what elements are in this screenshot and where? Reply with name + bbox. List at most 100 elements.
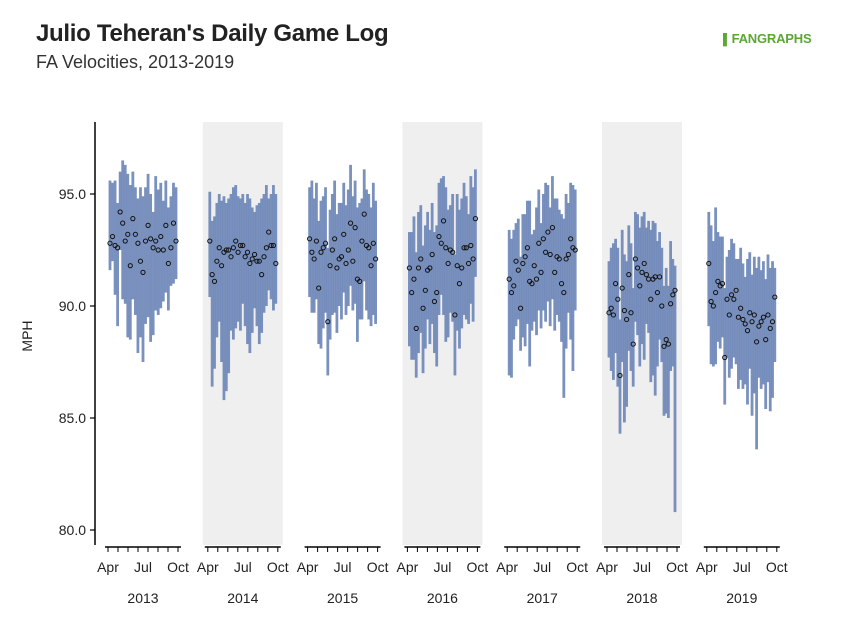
game-range-bar [421,245,425,374]
y-tick-label: 95.0 [59,186,86,202]
game-range-bar [609,247,613,371]
game-average-point [545,229,551,235]
game-average-point [251,251,258,258]
game-range-bar [246,194,249,345]
game-average-point [120,220,126,226]
game-average-point [409,289,415,296]
game-range-bar [573,189,577,311]
game-average-point [663,337,669,343]
game-average-point [639,269,645,275]
game-range-bar [734,258,738,365]
game-average-point [672,287,678,293]
game-range-bar [355,207,359,342]
game-average-point [661,343,667,349]
game-average-point [731,296,737,302]
game-range-bar [649,229,653,383]
game-average-point [150,245,156,251]
game-average-point [266,229,272,235]
game-average-point [608,305,614,311]
game-average-point [626,272,632,278]
game-range-bar [344,205,348,315]
game-average-point [268,242,274,249]
game-range-bar [126,173,130,338]
month-tick-label: Oct [167,559,189,575]
game-range-bar [618,319,622,434]
game-range-bars [108,160,777,513]
game-range-bar [319,200,323,349]
game-average-point [540,236,546,242]
game-average-point [710,303,716,309]
game-average-point [630,341,636,347]
game-range-bar [351,196,355,311]
game-average-point [307,236,313,242]
game-range-bar [620,229,624,362]
game-range-bar [239,198,242,331]
game-range-bar [330,194,334,315]
game-range-bar [664,267,668,414]
game-average-point [543,249,549,255]
game-average-point [565,251,571,258]
game-range-bar [144,187,147,324]
game-range-bar [746,258,749,405]
y-axis: 80.0 85.0 90.0 95.0 [59,122,96,545]
game-range-bar [255,205,259,327]
month-tick-label: Oct [666,559,688,575]
y-axis-label: MPH [19,320,35,351]
game-average-point [719,281,726,287]
game-average-point [450,249,456,255]
game-range-bar [222,196,226,401]
game-range-bar [417,211,420,354]
game-range-bar [614,238,617,354]
game-range-bar [623,254,626,423]
game-average-point [311,256,317,262]
game-range-bar [229,194,233,331]
game-range-bar [764,279,768,410]
game-average-point [515,267,521,273]
game-range-bar [535,207,538,336]
year-label: 2016 [427,590,458,606]
game-average-point [256,258,262,264]
game-range-bar [451,194,455,322]
game-range-bar [210,220,214,387]
game-average-point [615,296,621,302]
game-range-bar [458,209,461,349]
game-average-point [456,281,463,287]
game-range-bar [773,267,777,362]
game-average-point [715,278,721,284]
game-range-bar [757,256,761,378]
game-average-point [434,289,440,296]
game-average-point [226,247,232,253]
game-average-point [529,281,535,287]
game-average-point [322,240,329,246]
game-average-point [556,256,562,262]
game-range-bar [169,196,173,286]
game-range-bar [369,207,373,327]
game-average-point [332,236,338,242]
game-average-point [107,240,113,246]
game-range-bar [557,209,561,322]
game-average-point [445,260,451,267]
game-average-point [452,312,458,318]
game-average-point [522,254,528,260]
y-tick-label: 80.0 [59,522,86,538]
game-range-bar [725,256,729,358]
game-average-point [657,274,663,280]
game-range-bar [365,189,368,311]
game-range-bar [315,182,318,300]
game-average-point [606,310,612,316]
game-range-bar [448,205,452,313]
game-average-point [706,260,712,267]
game-average-point [635,265,641,271]
game-average-point [558,281,565,287]
game-range-bar [362,169,366,282]
chart-subtitle: FA Velocities, 2013-2019 [36,52,235,72]
game-average-point [334,265,340,271]
game-range-bar [328,209,332,340]
game-range-bar [766,254,770,383]
game-average-point [552,269,558,275]
game-range-bar [555,198,559,315]
game-range-bar [627,225,631,351]
fangraphs-logo[interactable]: ▌FANGRAPHS [723,31,812,46]
game-average-point [168,245,174,251]
game-range-bar [250,207,254,333]
